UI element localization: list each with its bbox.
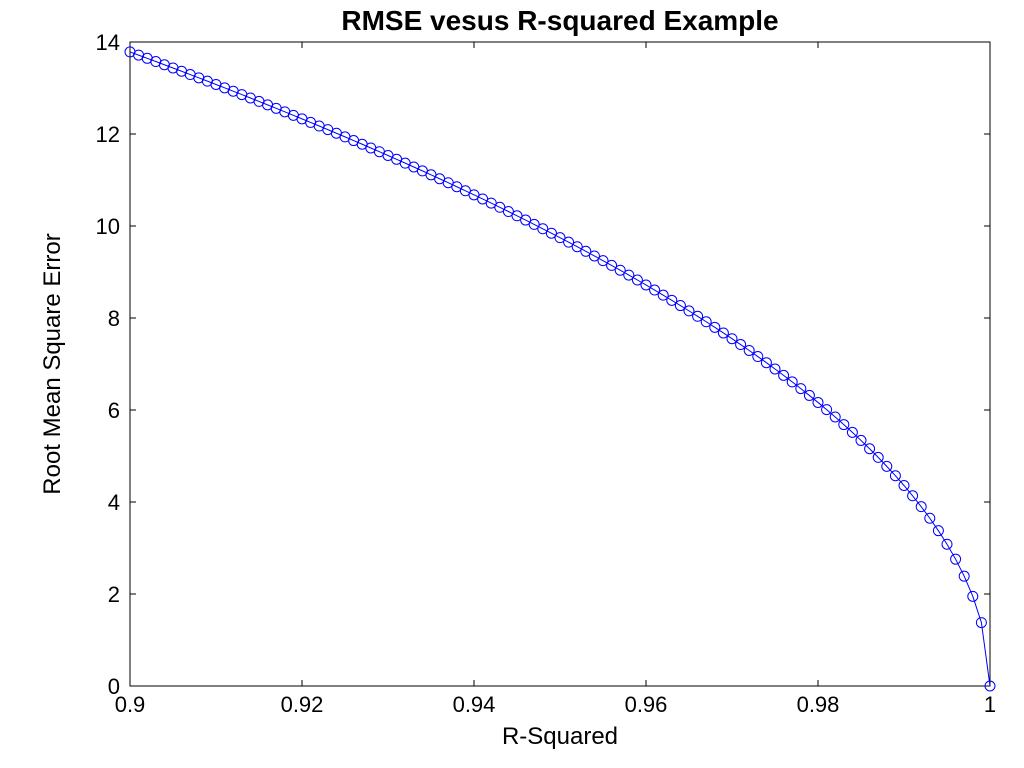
- chart-title: RMSE vesus R-squared Example: [341, 5, 778, 36]
- y-tick-label: 4: [108, 490, 120, 515]
- plot-border: [130, 42, 990, 686]
- y-tick-label: 2: [108, 582, 120, 607]
- data-line: [130, 52, 990, 686]
- y-tick-label: 14: [96, 30, 120, 55]
- x-tick-label: 0.94: [453, 692, 496, 717]
- rmse-chart: 0.90.920.940.960.98102468101214RMSE vesu…: [0, 0, 1024, 768]
- x-tick-label: 1: [984, 692, 996, 717]
- x-tick-label: 0.96: [625, 692, 668, 717]
- y-tick-label: 10: [96, 214, 120, 239]
- y-axis-label: Root Mean Square Error: [39, 233, 66, 494]
- y-tick-label: 0: [108, 674, 120, 699]
- x-tick-label: 0.98: [797, 692, 840, 717]
- x-tick-label: 0.92: [281, 692, 324, 717]
- y-tick-label: 12: [96, 122, 120, 147]
- x-axis-label: R-Squared: [502, 723, 618, 750]
- chart-container: 0.90.920.940.960.98102468101214RMSE vesu…: [0, 0, 1024, 768]
- y-tick-label: 8: [108, 306, 120, 331]
- y-tick-label: 6: [108, 398, 120, 423]
